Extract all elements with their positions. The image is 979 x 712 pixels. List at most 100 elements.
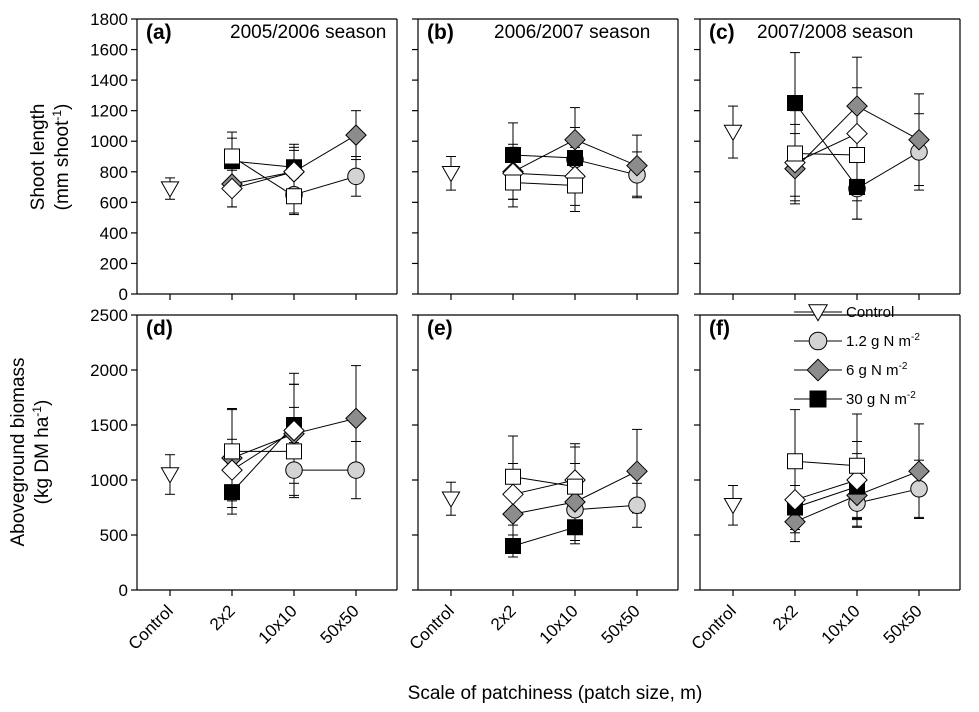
series-line [293, 175, 357, 196]
data-point-square [224, 443, 240, 460]
data-point-square [787, 95, 803, 112]
data-point-diamond [345, 124, 367, 146]
series-line [231, 430, 295, 471]
data-point-diamond [502, 483, 524, 506]
series-line [794, 479, 858, 501]
data-point-square [505, 174, 521, 191]
x-tick-label: 10x10 [818, 601, 864, 647]
y-axis-label-top-close: ) [52, 104, 73, 110]
legend-item: Control [794, 304, 894, 322]
data-point-triangle-down [723, 124, 743, 142]
x-tick-label: 50x50 [598, 601, 644, 647]
y-tick-label: 1400 [90, 71, 128, 90]
panel-3: (c) 2007/2008 season [694, 18, 961, 300]
data-point-square [286, 188, 302, 205]
data-point-diamond [626, 460, 648, 483]
y-tick-label: 0 [119, 581, 128, 600]
data-point-circle [910, 480, 928, 498]
data-point-square [224, 148, 240, 165]
panel-4: 0 500 1000 1500 2000 2500 Control 2x2 10x10 50x50… [90, 306, 398, 654]
data-point-diamond [626, 154, 648, 177]
panel-label: (f) [709, 317, 730, 340]
panel-1: 0 200 400 600 800 1000 1200 1400 1600 1800 (a) 2005… [90, 10, 398, 304]
legend-item: 6 g N m-2 [794, 358, 908, 382]
data-point-triangle-down [160, 467, 180, 484]
legend-label-main: 30 g N m [846, 391, 907, 408]
series-line [512, 181, 576, 187]
data-point-diamond [784, 510, 806, 533]
legend-item: 1.2 g N m-2 [794, 331, 920, 351]
data-point-triangle-down [160, 181, 180, 198]
data-point-square [787, 453, 803, 470]
y-tick-label: 1200 [90, 102, 128, 121]
series-line [512, 154, 576, 159]
y-axis-label-top-line2: (mm shoot-1) [50, 104, 73, 211]
data-point-square [849, 179, 865, 196]
series-line [231, 171, 295, 190]
y-tick-label: 400 [100, 224, 128, 243]
data-point-triangle-down [441, 491, 461, 508]
data-point-circle [347, 461, 365, 479]
y-axis-label-bottom-line2-main: (kg DM ha [32, 416, 53, 504]
data-point-square [567, 519, 583, 536]
panel-2: (b) 2006/2007 season [412, 18, 679, 300]
data-point-diamond [502, 503, 524, 525]
data-point-diamond [345, 407, 367, 430]
legend-label-main: 6 g N m [846, 362, 899, 379]
y-axis-label-top-line2-main: (mm shoot [52, 120, 73, 210]
data-point-diamond [221, 177, 243, 200]
panel-title: 2007/2008 season [757, 22, 913, 43]
y-axis-label-bottom-line2: (kg DM ha-1) [30, 400, 53, 505]
series-line [794, 133, 858, 164]
data-point-square [505, 538, 521, 554]
legend-marker-triangle-down [807, 304, 829, 322]
data-point-square [849, 457, 865, 474]
data-point-diamond [283, 419, 305, 442]
legend-label: 30 g N m-2 [846, 390, 916, 408]
y-tick-label: 1800 [90, 10, 128, 29]
data-point-diamond [846, 469, 868, 491]
data-point-diamond [221, 459, 243, 481]
series-line [574, 504, 638, 511]
data-point-square [286, 443, 302, 460]
legend-label: Control [846, 304, 894, 321]
x-tick-label: 10x10 [536, 601, 582, 647]
legend-label-sup: -2 [911, 332, 920, 343]
legend-label-sup: -2 [899, 361, 908, 372]
series-line [231, 424, 295, 493]
y-axis-label-bottom-line1: Aboveground biomass [8, 357, 29, 546]
legend-marker-square [809, 390, 827, 408]
y-tick-label: 200 [100, 254, 128, 273]
legend-item: 30 g N m-2 [794, 390, 916, 408]
y-tick-label: 800 [100, 163, 128, 182]
legend-marker-circle [808, 331, 828, 351]
x-tick-label: 2x2 [206, 601, 239, 634]
panel-label: (d) [146, 317, 173, 340]
data-point-square [567, 177, 583, 194]
series-line [231, 156, 295, 197]
panel-5: Control 2x2 10x10 50x50 (e) [406, 314, 679, 654]
series-line [794, 152, 858, 156]
y-axis-label-bottom-sup: -1 [30, 406, 44, 417]
y-axis-label-bottom-close: ) [32, 400, 53, 406]
x-tick-label: 2x2 [487, 601, 520, 634]
data-point-circle [285, 461, 303, 479]
y-tick-label: 2500 [90, 306, 128, 325]
x-tick-label: Control [688, 601, 740, 653]
data-point-triangle-down [723, 498, 743, 515]
panel-title: 2006/2007 season [494, 22, 650, 43]
data-point-square [224, 484, 240, 501]
panel-title: 2005/2006 season [230, 22, 386, 43]
series-line [794, 486, 858, 508]
legend-label-sup: -2 [907, 390, 916, 401]
data-point-diamond [283, 160, 305, 183]
data-point-square [787, 145, 803, 162]
legend-marker-diamond [806, 358, 830, 382]
y-tick-label: 2000 [90, 361, 128, 380]
panels-group: 0 200 400 600 800 1000 1200 1400 1600 1800 (a) 2005… [90, 10, 961, 654]
legend-label: 6 g N m-2 [846, 361, 908, 379]
series-line [794, 102, 858, 188]
data-point-diamond [908, 128, 930, 151]
